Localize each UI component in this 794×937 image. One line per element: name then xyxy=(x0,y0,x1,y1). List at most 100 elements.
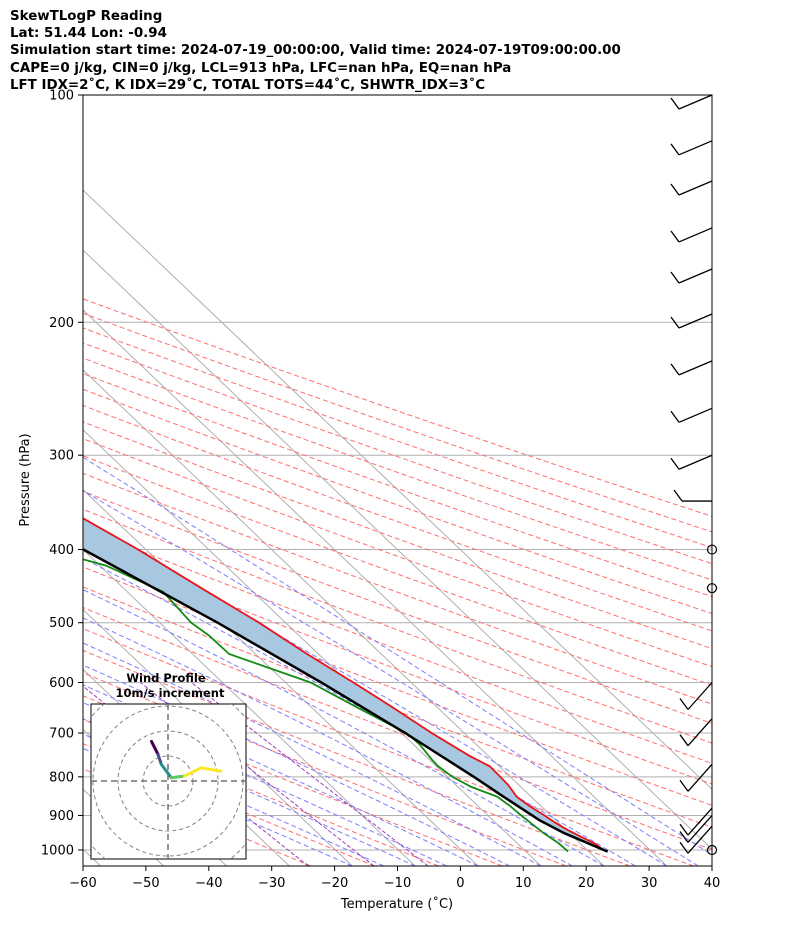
moist-adiabat xyxy=(83,589,605,866)
wind-barb-flag xyxy=(670,457,680,470)
hodograph-segment xyxy=(156,753,163,766)
x-tick-label: −40 xyxy=(195,876,222,891)
cape-fill-region xyxy=(83,518,604,850)
wind-barb-flag xyxy=(679,734,689,747)
moist-adiabat xyxy=(83,718,416,866)
wind-barb-flag xyxy=(670,230,680,243)
chart-title: SkewTLogP Reading xyxy=(10,9,163,24)
wind-barb-flag xyxy=(670,316,680,329)
wind-barb-staff xyxy=(678,454,713,470)
wind-barb-staff xyxy=(687,718,713,747)
x-tick-label: 40 xyxy=(704,876,721,891)
axes: −60 −50 −40 −30 −20 −10 0 10 20 30 40 100 200 300 400 5… xyxy=(41,89,720,892)
wind-barb-flag xyxy=(679,841,689,854)
wind-barb xyxy=(670,140,713,156)
chart-header: SkewTLogP Reading Lat: 51.44 Lon: -0.94 … xyxy=(10,8,621,94)
wind-barb-calm xyxy=(706,583,718,594)
wind-barb-staff xyxy=(687,682,713,710)
location-line: Lat: 51.44 Lon: -0.94 xyxy=(10,26,167,42)
wind-barb-flag xyxy=(670,410,680,423)
isotherm-line xyxy=(83,548,416,866)
indices-line: LFT IDX=2˚C, K IDX=29˚C, TOTAL TOTS=44˚C… xyxy=(10,77,486,93)
cape-area xyxy=(83,518,604,850)
x-tick-label: −10 xyxy=(384,876,411,891)
params-line: CAPE=0 j/kg, CIN=0 j/kg, LCL=913 hPa, LF… xyxy=(10,60,512,76)
moist-adiabat xyxy=(83,617,573,866)
wind-barb-calm xyxy=(706,544,718,555)
wind-barb-staff xyxy=(678,140,713,156)
dry-adiabat xyxy=(83,455,712,686)
wind-barb xyxy=(670,407,713,423)
wind-barb-staff xyxy=(678,94,713,110)
y-tick-label: 400 xyxy=(49,543,74,558)
wind-barb-staff xyxy=(687,825,713,854)
dry-adiabat xyxy=(83,342,712,565)
wind-barb-flag xyxy=(670,97,680,110)
wind-barb-staff xyxy=(687,807,713,836)
x-tick-label: −50 xyxy=(132,876,159,891)
y-tick-label: 800 xyxy=(49,770,74,785)
wind-barb-flag xyxy=(679,779,689,792)
x-tick-label: 20 xyxy=(578,876,595,891)
dry-adiabat xyxy=(83,546,712,785)
dry-adiabat xyxy=(83,566,712,806)
wind-barb xyxy=(679,718,713,747)
dry-adiabat xyxy=(83,628,694,866)
hodograph-segment xyxy=(159,763,173,780)
wind-barb xyxy=(670,454,713,470)
hodograph-segment xyxy=(169,774,186,780)
wind-barb xyxy=(670,313,713,329)
wind-barb xyxy=(679,815,713,843)
temperature-line xyxy=(83,517,605,851)
wind-barb-flag xyxy=(670,183,680,196)
dry-adiabat xyxy=(83,490,712,724)
wind-barb-flag xyxy=(670,271,680,284)
x-tick-label: −20 xyxy=(321,876,348,891)
dry-adiabat xyxy=(83,649,630,866)
wind-barb-staff xyxy=(687,763,713,792)
wind-barb-flag xyxy=(679,831,689,843)
isotherm-line xyxy=(83,429,542,866)
isotherm-line xyxy=(83,189,712,790)
dry-adiabat xyxy=(83,472,712,705)
moist-adiabat xyxy=(83,733,384,866)
moist-adiabat xyxy=(83,456,712,856)
dry-adiabat xyxy=(83,695,503,866)
dry-adiabat xyxy=(83,404,712,632)
hodograph-title: Wind Profile xyxy=(126,671,206,685)
wind-barb-flag xyxy=(679,823,689,836)
isotherm-line xyxy=(83,369,605,866)
x-tick-label: 0 xyxy=(456,876,464,891)
x-tick-label: 30 xyxy=(641,876,658,891)
x-tick-label: −30 xyxy=(258,876,285,891)
moist-adiabat xyxy=(83,524,668,866)
wind-barb-staff xyxy=(678,268,713,284)
wind-barb-flag xyxy=(679,698,689,710)
wind-barb xyxy=(670,180,713,196)
hodograph-segment xyxy=(199,766,223,773)
wind-barb xyxy=(679,825,713,854)
wind-barb xyxy=(670,94,713,110)
wind-barb-calm xyxy=(706,844,718,856)
wind-barb-staff xyxy=(678,407,713,423)
y-tick-label: 200 xyxy=(49,316,74,331)
moist-adiabat xyxy=(83,684,479,866)
wind-barb-flag xyxy=(670,363,680,376)
wind-barb-staff xyxy=(678,180,713,196)
y-tick-label: 1000 xyxy=(41,844,74,859)
moist-adiabat xyxy=(83,557,636,866)
wind-barb-staff xyxy=(678,313,713,329)
dry-adiabat xyxy=(83,672,567,866)
isotherm-line xyxy=(83,249,712,850)
wind-barb xyxy=(679,763,713,792)
wind-barb xyxy=(673,489,712,502)
wind-barb xyxy=(670,360,713,376)
wind-barb xyxy=(679,807,713,836)
dry-adiabat xyxy=(83,586,712,828)
parcel-line xyxy=(83,547,609,853)
hodograph-ring xyxy=(117,730,219,832)
dry-adiabat xyxy=(83,373,712,598)
y-axis-label: Pressure (hPa) xyxy=(18,433,33,526)
hodograph-subtitle: 10m/s increment xyxy=(116,686,225,700)
